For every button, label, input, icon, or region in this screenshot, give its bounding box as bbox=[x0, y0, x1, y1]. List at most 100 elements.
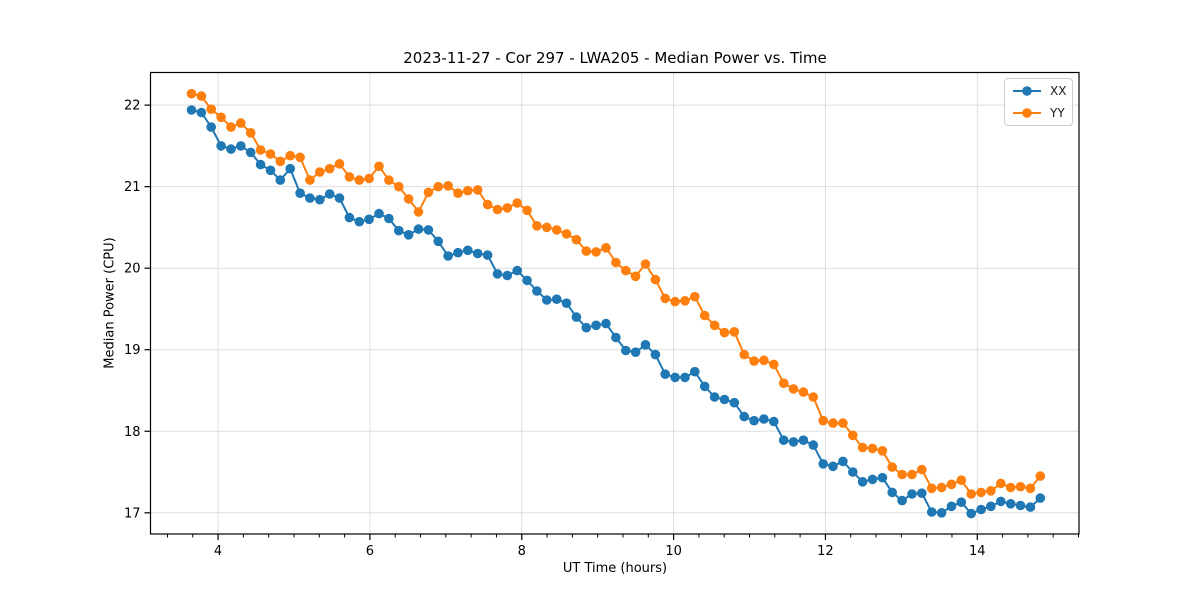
marker-yy-56 bbox=[739, 349, 749, 360]
marker-yy-6 bbox=[245, 128, 256, 138]
marker-xx-29 bbox=[472, 248, 483, 259]
marker-yy-15 bbox=[334, 159, 345, 169]
marker-yy-79 bbox=[966, 489, 976, 499]
marker-xx-61 bbox=[788, 437, 799, 447]
marker-yy-55 bbox=[729, 327, 740, 337]
marker-xx-82 bbox=[996, 496, 1006, 507]
marker-yy-44 bbox=[621, 265, 631, 276]
marker-xx-19 bbox=[374, 208, 384, 219]
marker-xx-81 bbox=[986, 501, 996, 512]
marker-yy-64 bbox=[818, 415, 828, 426]
x-tick-label-4: 4 bbox=[214, 544, 222, 559]
x-axis-label: UT Time (hours) bbox=[562, 561, 668, 576]
marker-yy-69 bbox=[867, 443, 878, 454]
marker-yy-46 bbox=[640, 259, 651, 269]
marker-xx-35 bbox=[532, 286, 542, 296]
marker-xx-32 bbox=[502, 270, 513, 281]
marker-yy-31 bbox=[492, 204, 503, 215]
marker-yy-47 bbox=[650, 274, 661, 285]
marker-xx-8 bbox=[265, 165, 276, 176]
marker-yy-28 bbox=[463, 185, 473, 196]
marker-yy-86 bbox=[1035, 471, 1046, 481]
marker-yy-1 bbox=[196, 91, 207, 101]
marker-xx-18 bbox=[364, 214, 374, 225]
marker-xx-74 bbox=[917, 488, 927, 499]
marker-xx-6 bbox=[245, 147, 256, 158]
marker-yy-41 bbox=[591, 247, 601, 257]
marker-xx-79 bbox=[966, 508, 976, 519]
y-axis-label: Median Power (CPU) bbox=[102, 237, 118, 369]
marker-xx-67 bbox=[848, 467, 858, 477]
marker-xx-86 bbox=[1035, 493, 1046, 503]
marker-yy-70 bbox=[877, 446, 888, 456]
marker-xx-57 bbox=[749, 415, 759, 426]
marker-yy-11 bbox=[295, 152, 305, 163]
marker-xx-16 bbox=[344, 212, 355, 223]
legend-marker-yy-icon bbox=[1022, 107, 1032, 118]
marker-xx-84 bbox=[1015, 500, 1026, 511]
marker-yy-84 bbox=[1015, 481, 1026, 492]
marker-yy-53 bbox=[709, 320, 720, 331]
marker-yy-48 bbox=[660, 293, 670, 304]
marker-xx-77 bbox=[946, 501, 957, 512]
marker-yy-76 bbox=[936, 482, 947, 493]
marker-yy-57 bbox=[749, 356, 759, 366]
y-tick-label-22: 22 bbox=[124, 99, 141, 114]
y-tick-label-20: 20 bbox=[124, 262, 141, 277]
marker-xx-83 bbox=[1005, 499, 1016, 509]
marker-xx-27 bbox=[453, 247, 463, 258]
marker-yy-37 bbox=[551, 225, 562, 235]
marker-yy-29 bbox=[472, 185, 483, 195]
x-tick-label-10: 10 bbox=[665, 544, 682, 559]
legend-label-xx: XX bbox=[1050, 84, 1067, 99]
marker-yy-80 bbox=[976, 487, 986, 498]
marker-xx-28 bbox=[463, 245, 473, 256]
marker-xx-70 bbox=[877, 472, 888, 483]
marker-xx-72 bbox=[897, 495, 907, 506]
marker-yy-74 bbox=[917, 464, 927, 475]
marker-xx-33 bbox=[512, 265, 522, 276]
marker-yy-65 bbox=[828, 418, 838, 428]
marker-xx-58 bbox=[759, 414, 769, 424]
marker-xx-21 bbox=[394, 225, 404, 236]
marker-yy-23 bbox=[413, 207, 424, 217]
marker-xx-10 bbox=[285, 163, 296, 174]
y-tick-label-17: 17 bbox=[124, 506, 141, 521]
y-tick-label-19: 19 bbox=[124, 343, 141, 358]
marker-yy-83 bbox=[1005, 482, 1016, 493]
marker-yy-8 bbox=[265, 149, 276, 159]
marker-xx-13 bbox=[315, 194, 325, 205]
x-tick-label-8: 8 bbox=[518, 544, 526, 559]
marker-yy-58 bbox=[759, 355, 769, 366]
legend-marker-xx-icon bbox=[1022, 86, 1032, 97]
marker-yy-21 bbox=[394, 181, 404, 192]
marker-xx-51 bbox=[690, 366, 700, 377]
marker-yy-78 bbox=[956, 475, 967, 486]
marker-yy-62 bbox=[798, 387, 809, 397]
plot-border bbox=[149, 71, 1080, 535]
series-markers-xx bbox=[186, 105, 1046, 519]
marker-xx-55 bbox=[729, 397, 740, 408]
marker-xx-5 bbox=[236, 141, 246, 151]
series-line-yy bbox=[191, 92, 1042, 495]
marker-yy-67 bbox=[848, 430, 858, 441]
marker-xx-49 bbox=[670, 372, 680, 383]
marker-xx-41 bbox=[591, 320, 601, 331]
marker-yy-43 bbox=[611, 257, 621, 268]
marker-xx-1 bbox=[196, 107, 207, 118]
marker-yy-73 bbox=[907, 469, 917, 480]
marker-xx-54 bbox=[719, 394, 730, 405]
marker-yy-27 bbox=[453, 188, 463, 198]
marker-xx-38 bbox=[561, 298, 572, 309]
marker-xx-22 bbox=[403, 230, 414, 240]
marker-xx-50 bbox=[680, 372, 690, 383]
marker-xx-64 bbox=[818, 459, 828, 469]
marker-yy-12 bbox=[305, 175, 315, 185]
marker-yy-51 bbox=[690, 291, 700, 302]
marker-yy-72 bbox=[897, 469, 907, 480]
marker-xx-59 bbox=[769, 416, 779, 427]
marker-xx-7 bbox=[255, 159, 266, 170]
marker-yy-61 bbox=[788, 384, 799, 394]
marker-xx-34 bbox=[522, 275, 532, 286]
marker-xx-12 bbox=[305, 193, 315, 203]
